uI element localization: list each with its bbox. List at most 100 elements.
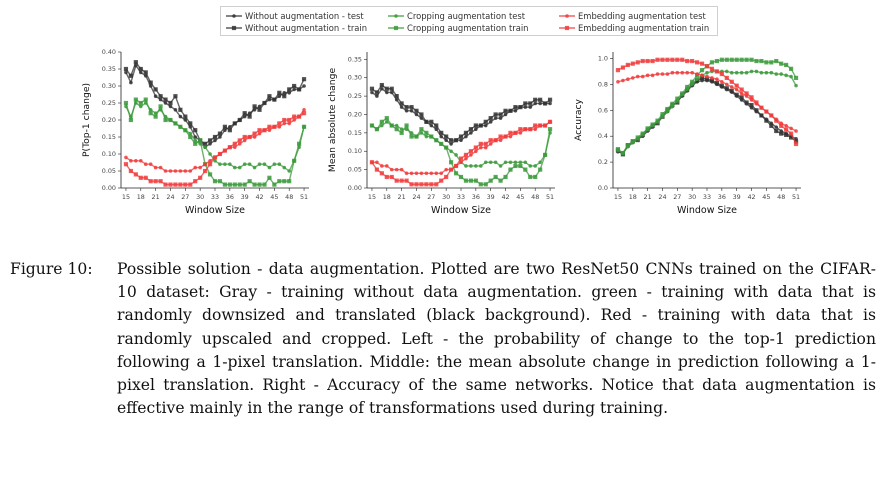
data-point xyxy=(262,128,267,133)
data-point xyxy=(449,149,453,154)
data-point xyxy=(232,145,237,149)
data-point xyxy=(277,94,282,98)
data-point xyxy=(272,97,277,102)
data-point xyxy=(774,58,779,64)
figure-caption-text: Possible solution - data augmentation. P… xyxy=(117,260,876,418)
data-point xyxy=(198,138,203,143)
data-point xyxy=(389,174,394,180)
data-point xyxy=(719,57,724,62)
data-point xyxy=(474,149,478,154)
data-point xyxy=(468,178,473,183)
data-point xyxy=(513,160,518,165)
data-point xyxy=(374,127,379,132)
data-point xyxy=(453,171,459,176)
y-tick-label: 0.30 xyxy=(348,74,362,82)
data-point xyxy=(384,90,389,95)
x-tick-label: 45 xyxy=(270,193,278,201)
data-point xyxy=(203,141,208,146)
data-point xyxy=(635,74,640,79)
data-point xyxy=(208,152,212,156)
data-point xyxy=(419,112,424,117)
data-point xyxy=(685,84,690,90)
data-point xyxy=(453,138,459,143)
data-point xyxy=(404,105,409,110)
data-point xyxy=(133,97,138,102)
data-point xyxy=(493,174,498,180)
y-tick-label: 0.05 xyxy=(348,166,362,174)
data-point xyxy=(158,97,163,102)
data-point xyxy=(257,128,262,133)
data-point xyxy=(424,182,429,187)
data-point xyxy=(193,138,198,143)
data-point xyxy=(143,70,148,75)
data-point xyxy=(375,94,379,98)
data-point xyxy=(404,109,409,113)
data-point xyxy=(272,182,277,187)
y-tick-label: 0.00 xyxy=(348,184,362,192)
data-point xyxy=(483,160,488,165)
x-tick-label: 33 xyxy=(703,193,711,201)
data-point xyxy=(237,142,242,146)
series xyxy=(123,60,307,146)
data-point xyxy=(469,164,473,168)
data-point xyxy=(469,153,473,157)
legend-label: Without augmentation - test xyxy=(245,11,364,21)
data-point xyxy=(503,160,508,165)
chart-accuracy: 0.0 0.2 0.4 0.6 0.8 1.0 15 18 21 24 27 30 33 36 39 42 45… xyxy=(573,52,801,216)
legend-label: Embedding augmentation test xyxy=(578,11,706,21)
data-point xyxy=(503,112,508,117)
data-point xyxy=(468,127,473,132)
data-point xyxy=(538,101,542,106)
data-point xyxy=(409,171,414,176)
x-tick-label: 15 xyxy=(614,193,622,201)
x-tick-label: 18 xyxy=(629,193,637,201)
data-point xyxy=(660,112,665,117)
data-point xyxy=(424,119,429,124)
data-point xyxy=(257,182,262,187)
data-point xyxy=(282,179,287,184)
data-point xyxy=(168,104,173,109)
x-tick-label: 51 xyxy=(792,193,800,201)
data-point xyxy=(188,121,193,126)
data-point xyxy=(232,182,237,187)
data-point xyxy=(699,68,705,73)
y-tick-label: 0.20 xyxy=(348,110,362,118)
legend-marker xyxy=(565,14,569,18)
data-point xyxy=(301,77,307,82)
data-point xyxy=(217,131,223,136)
data-point xyxy=(193,141,198,146)
data-point xyxy=(237,117,242,123)
data-point xyxy=(630,76,635,80)
data-point xyxy=(774,128,779,134)
data-point xyxy=(789,131,794,136)
data-point xyxy=(384,174,389,180)
data-point xyxy=(670,101,675,106)
x-tick-label: 15 xyxy=(368,193,376,201)
data-point xyxy=(178,182,183,187)
data-point xyxy=(754,58,759,64)
data-point xyxy=(449,142,453,146)
y-tick-label: 0.8 xyxy=(598,80,608,88)
data-point xyxy=(232,165,237,170)
data-point xyxy=(207,172,213,177)
data-point xyxy=(173,94,178,99)
data-point xyxy=(650,58,655,64)
data-point xyxy=(675,57,680,62)
data-point xyxy=(380,123,384,128)
data-point xyxy=(503,174,508,180)
data-point xyxy=(784,132,789,137)
data-point xyxy=(715,77,719,81)
legend-swatch xyxy=(388,25,404,31)
data-point xyxy=(670,70,675,75)
data-point xyxy=(724,86,729,91)
data-point xyxy=(138,175,143,180)
data-point xyxy=(124,70,128,75)
data-point xyxy=(297,114,302,119)
data-point xyxy=(488,142,493,146)
data-point xyxy=(193,135,198,139)
x-axis-label: Window Size xyxy=(431,205,491,216)
data-point xyxy=(399,101,404,106)
data-point xyxy=(655,118,660,123)
data-point xyxy=(297,141,302,146)
y-tick-label: 0.4 xyxy=(598,132,608,140)
